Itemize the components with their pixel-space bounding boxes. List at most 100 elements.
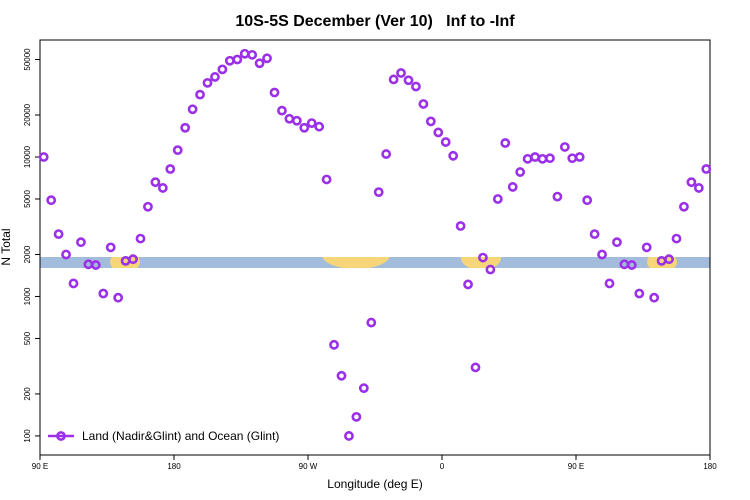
data-point (411, 81, 421, 92)
data-point (336, 370, 347, 381)
data-point (582, 195, 593, 206)
y-tick-label: 1000 (23, 287, 32, 305)
data-point (574, 152, 585, 162)
data-point (425, 116, 436, 127)
data-point (701, 164, 712, 174)
data-point (507, 182, 518, 192)
data-point (165, 164, 176, 174)
y-tick-label: 5000 (23, 190, 32, 208)
data-point (38, 152, 49, 162)
data-point (187, 104, 198, 115)
data-point (68, 278, 79, 289)
data-point (597, 249, 607, 260)
data-point (649, 292, 660, 303)
data-point (612, 237, 622, 248)
data-point (470, 362, 481, 373)
data-point (448, 150, 459, 161)
x-axis-label: Longitude (deg E) (327, 477, 422, 491)
data-point (530, 152, 540, 162)
data-point (492, 194, 503, 204)
y-tick-label: 200 (23, 387, 32, 401)
data-point (46, 195, 57, 206)
data-point (210, 72, 220, 82)
data-point (150, 177, 161, 188)
data-point (418, 99, 429, 109)
data-point (589, 229, 600, 240)
y-tick-label: 50000 (23, 48, 32, 71)
data-point (113, 292, 124, 303)
data-point (61, 249, 71, 260)
y-tick-label: 500 (23, 331, 32, 345)
data-point (135, 233, 146, 244)
data-point (679, 201, 689, 212)
data-point (157, 183, 168, 193)
data-point (291, 115, 302, 126)
data-point (269, 87, 280, 98)
data-point (239, 48, 250, 59)
chart-title: 10S-5S December (Ver 10) Inf to -Inf (235, 13, 515, 30)
data-point (433, 127, 444, 138)
data-point (567, 153, 578, 164)
data-point (344, 431, 354, 441)
x-tick-label: 180 (703, 462, 717, 471)
legend-marker (56, 431, 66, 441)
data-point (329, 339, 339, 350)
data-point (90, 260, 101, 270)
data-point (396, 68, 406, 78)
data-point (76, 237, 86, 248)
data-point (641, 242, 652, 253)
data-point (485, 264, 496, 275)
y-tick-label: 10000 (23, 145, 32, 168)
data-point (262, 53, 272, 64)
data-point (515, 167, 526, 177)
map-band (40, 257, 710, 268)
data-point (500, 138, 511, 148)
data-point (522, 153, 533, 164)
data-point (306, 118, 317, 128)
y-axis-label: N Total (0, 228, 13, 265)
data-point (98, 288, 109, 299)
data-point (358, 383, 369, 394)
plot-frame (39, 39, 711, 456)
data-point (440, 137, 451, 147)
y-tick-label: 20000 (23, 103, 32, 126)
data-point (455, 221, 466, 231)
data-point (388, 74, 399, 85)
data-point (195, 89, 205, 100)
data-point (277, 105, 287, 116)
data-point (202, 77, 213, 88)
data-point (247, 49, 258, 60)
y-tick-label: 100 (23, 429, 32, 443)
x-tick-label: 90 E (568, 462, 584, 471)
data-point (373, 187, 384, 198)
data-point (693, 183, 704, 193)
data-point (314, 121, 325, 132)
data-point (217, 64, 228, 75)
data-point (664, 254, 674, 265)
data-point (559, 142, 570, 152)
data-point (351, 411, 362, 422)
data-point (172, 145, 183, 156)
x-tick-label: 90 E (32, 462, 48, 471)
data-point (143, 201, 153, 212)
data-point (478, 252, 488, 263)
x-tick-label: 180 (167, 462, 181, 471)
data-point (686, 177, 697, 188)
data-point (105, 242, 116, 253)
data-point (604, 278, 615, 289)
data-point (232, 54, 243, 65)
data-point (53, 229, 64, 240)
legend-label: Land (Nadir&Glint) and Ocean (Glint) (82, 429, 279, 443)
data-point (321, 174, 332, 185)
y-tick-label: 2000 (23, 245, 32, 263)
data-point (537, 153, 548, 164)
data-point (671, 233, 682, 244)
data-point (254, 58, 265, 69)
data-point (180, 122, 191, 133)
data-point (224, 55, 235, 66)
data-point (552, 191, 563, 202)
data-point (284, 113, 295, 124)
x-tick-label: 90 W (299, 462, 318, 471)
